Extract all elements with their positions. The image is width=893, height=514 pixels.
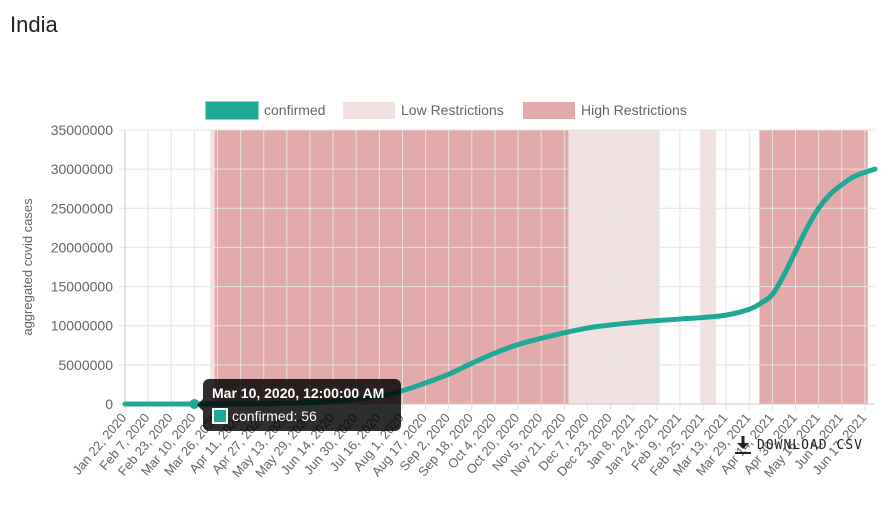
legend-label: Low Restrictions (401, 102, 504, 118)
download-csv-button[interactable]: DOWNLOAD CSV (733, 434, 863, 456)
restriction-band-high (759, 130, 868, 404)
chart-legend: confirmed Low Restrictions High Restrictio… (205, 101, 687, 120)
y-tick-label: 15000000 (51, 279, 114, 295)
legend-label: confirmed (264, 102, 325, 118)
download-icon (735, 436, 751, 454)
tooltip-body: confirmed: 56 (212, 408, 317, 424)
y-tick-label: 20000000 (51, 239, 114, 255)
legend-swatch (523, 102, 575, 119)
page-title: India (10, 12, 58, 37)
data-tooltip: Mar 10, 2020, 12:00:00 AM confirmed: 56 (197, 379, 401, 431)
tooltip-title: Mar 10, 2020, 12:00:00 AM (212, 385, 385, 401)
y-tick-label: 25000000 (51, 200, 114, 216)
y-axis-ticks: 0 5000000 10000000 15000000 20000000 25000000… (51, 122, 114, 412)
restriction-band-low (700, 130, 717, 404)
highlight-point (189, 398, 200, 409)
y-axis-label: aggregated covid cases (20, 198, 35, 336)
y-tick-label: 5000000 (58, 357, 113, 373)
legend-swatch (343, 102, 395, 119)
tooltip-caret (197, 399, 203, 411)
restriction-band-high (214, 130, 569, 404)
legend-label: High Restrictions (581, 102, 687, 118)
download-csv-label: DOWNLOAD CSV (757, 437, 863, 453)
tooltip-value: confirmed: 56 (232, 408, 317, 424)
y-tick-label: 0 (105, 396, 113, 412)
y-tick-label: 10000000 (51, 318, 114, 334)
y-tick-label: 30000000 (51, 161, 114, 177)
y-tick-label: 35000000 (51, 122, 114, 138)
restriction-bands (210, 130, 868, 404)
legend-swatch (205, 101, 259, 120)
restriction-band-low (568, 130, 660, 404)
tooltip-swatch (212, 408, 228, 424)
restriction-band-low (210, 130, 215, 404)
